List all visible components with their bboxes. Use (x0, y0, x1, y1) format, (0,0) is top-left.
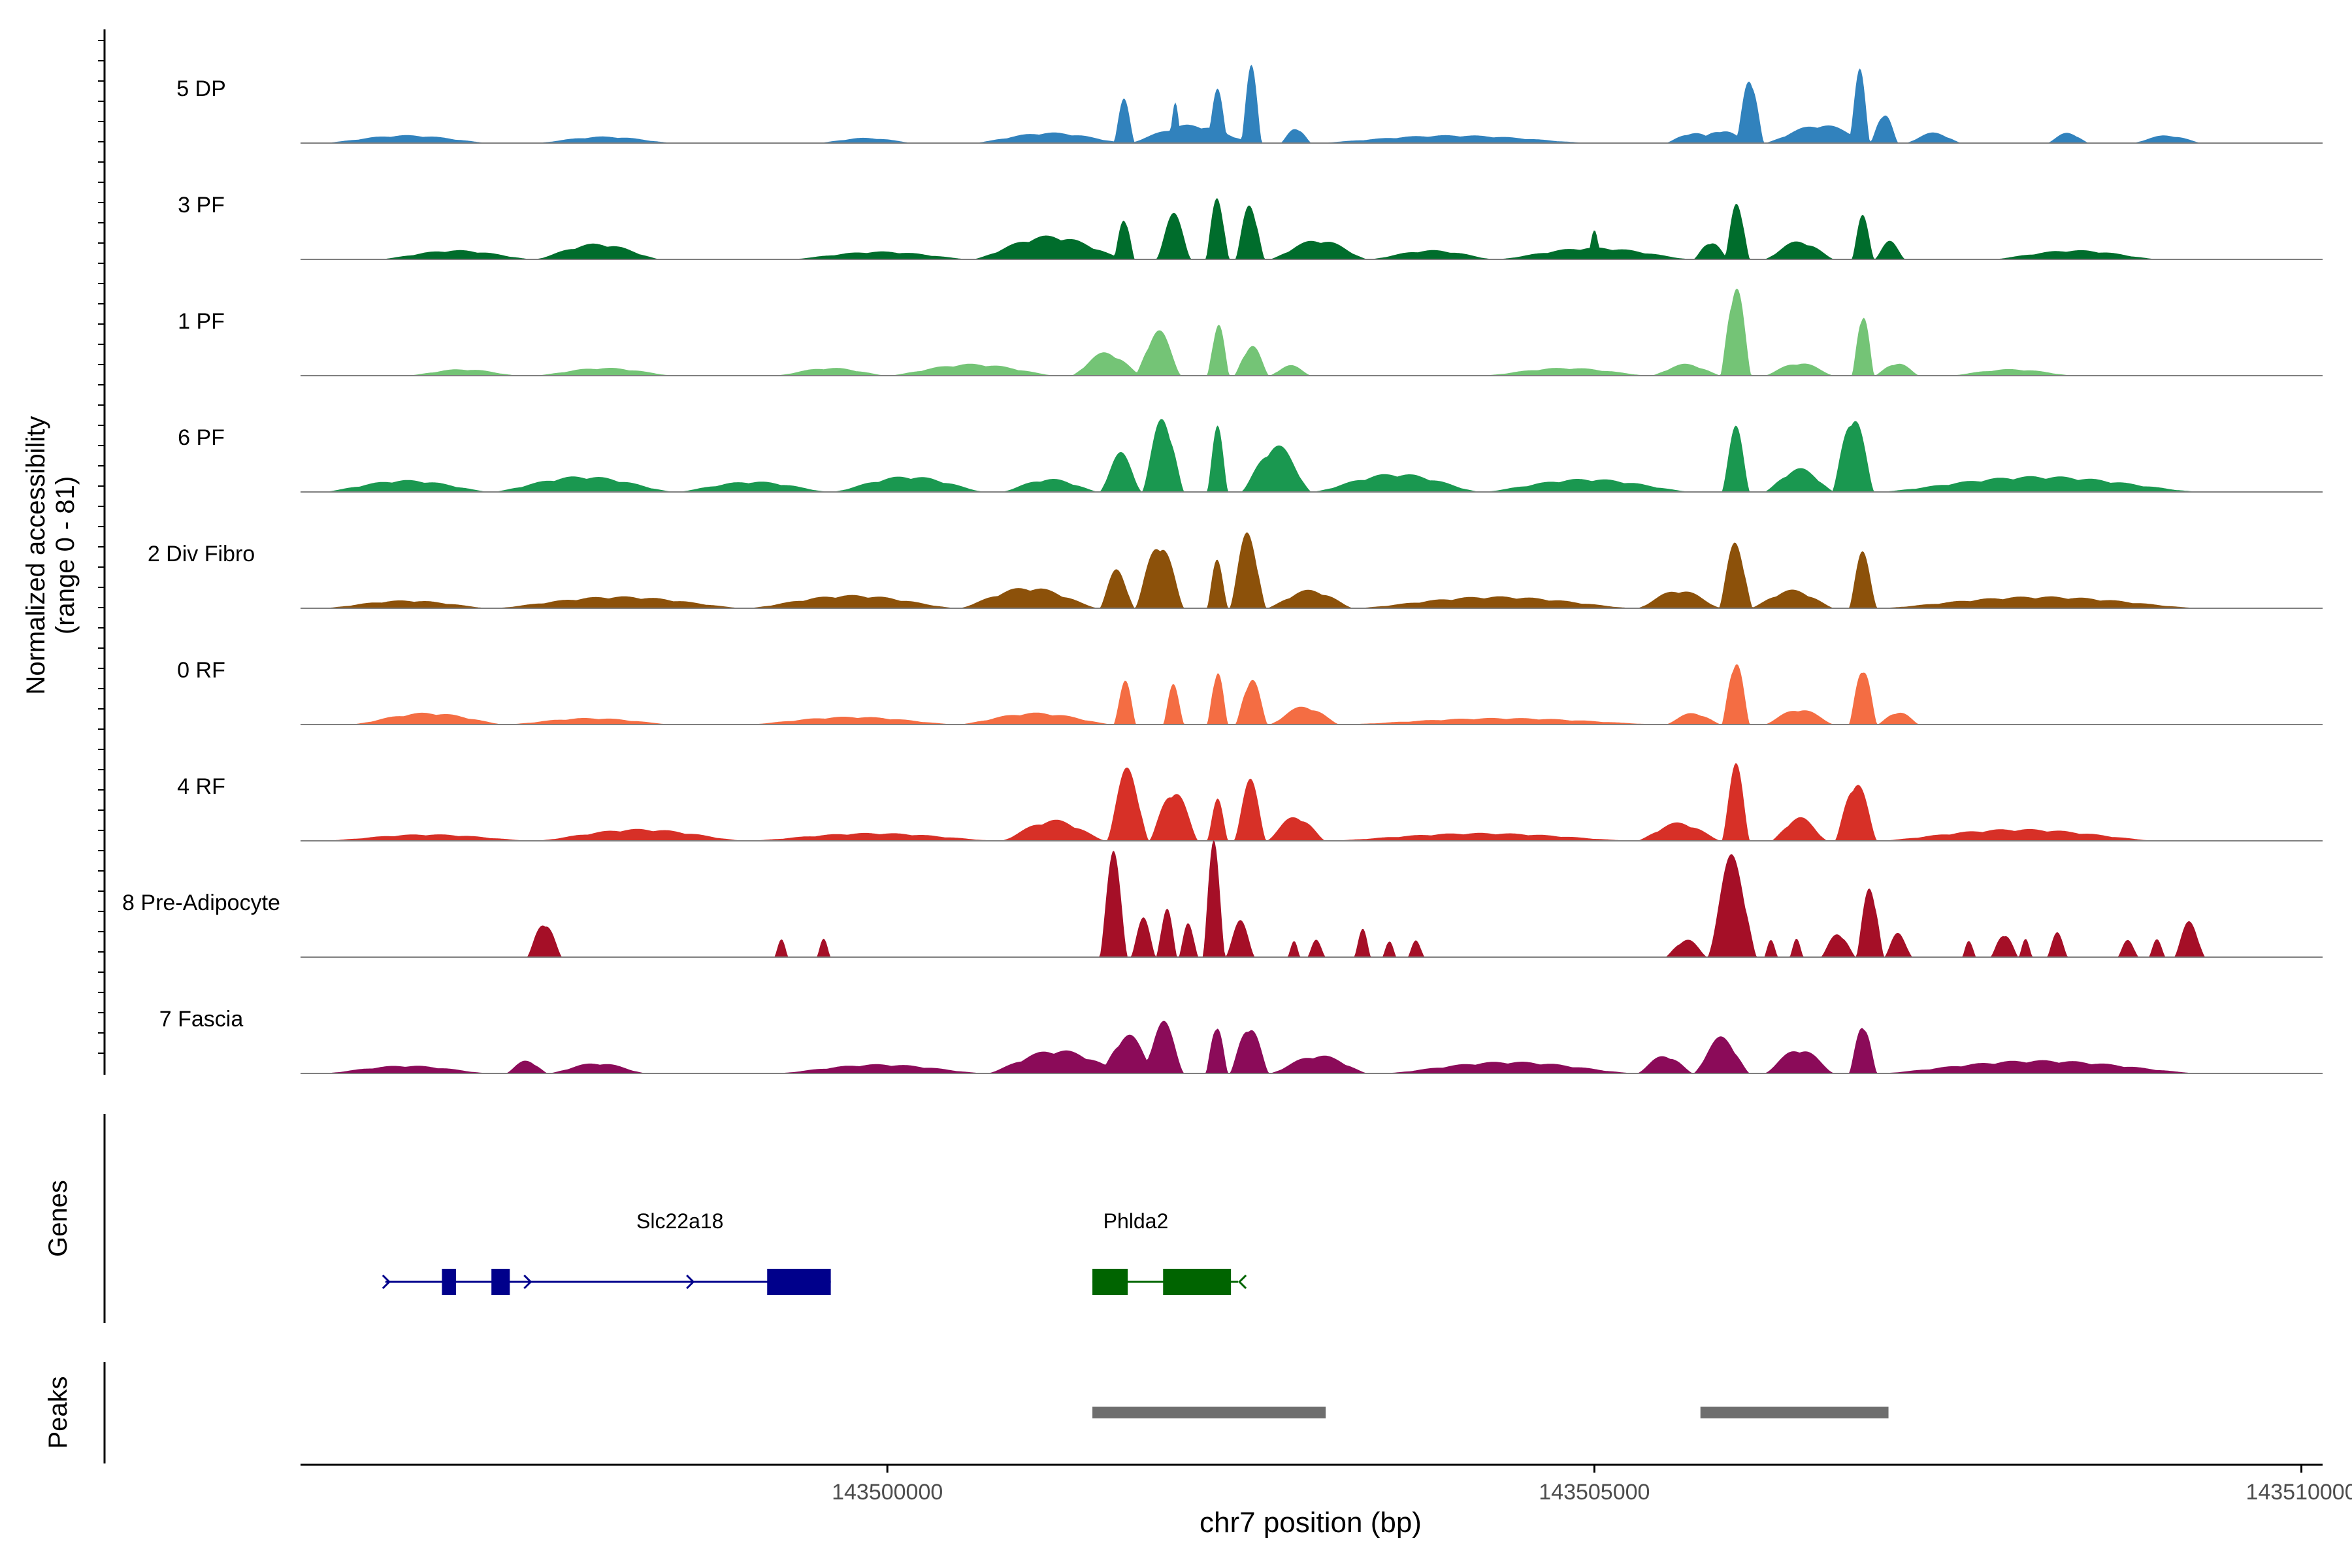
track-7-fascia: 7 Fascia (159, 1007, 2323, 1074)
track-1-pf: 1 PF (178, 288, 2323, 376)
coverage-area (321, 763, 2231, 841)
exon (442, 1269, 457, 1295)
coverage-y-ticks (98, 40, 105, 1054)
coverage-area (321, 840, 2231, 957)
track-8-pre-adipocyte: 8 Pre-Adipocyte (122, 840, 2323, 958)
track-label: 8 Pre-Adipocyte (122, 890, 280, 915)
strand-arrow (382, 1274, 391, 1290)
x-tick-label: 143510000 (2246, 1480, 2352, 1505)
gene-phlda2: Phlda2 (1092, 1209, 1247, 1295)
gene-name: Slc22a18 (636, 1209, 723, 1233)
coverage-area (321, 198, 2231, 259)
track-2-div-fibro: 2 Div Fibro (148, 532, 2323, 609)
track-label: 3 PF (178, 193, 225, 218)
peaks-panel-label: Peaks (44, 1376, 73, 1448)
x-tick-label: 143500000 (832, 1480, 943, 1505)
track-4-rf: 4 RF (177, 763, 2323, 841)
exon (767, 1269, 831, 1295)
track-label: 4 RF (177, 774, 225, 799)
y-axis-range-label: (range 0 - 81) (51, 476, 80, 634)
track-label: 2 Div Fibro (148, 542, 255, 566)
track-label: 1 PF (178, 309, 225, 334)
coverage-area (321, 664, 2231, 725)
track-label: 6 PF (178, 425, 225, 450)
x-tick-label: 143505000 (1539, 1480, 1650, 1505)
coverage-area (321, 419, 2231, 492)
coverage-area (321, 65, 2231, 143)
x-axis-ticks: 143500000 143505000 143510000 (832, 1465, 2352, 1505)
coverage-area (321, 1021, 2231, 1073)
track-3-pf: 3 PF (178, 193, 2323, 260)
gene-annotations: Slc22a18 Phlda2 (382, 1209, 1247, 1295)
peak-bar (1092, 1407, 1326, 1418)
genes-panel-label: Genes (44, 1180, 73, 1257)
exon (1163, 1269, 1232, 1295)
gene-name: Phlda2 (1103, 1209, 1169, 1233)
strand-arrow (686, 1274, 695, 1290)
track-label: 5 DP (176, 76, 226, 101)
track-0-rf: 0 RF (177, 658, 2323, 725)
x-axis-label: chr7 position (bp) (1200, 1507, 1422, 1539)
peak-bar (1700, 1407, 1889, 1418)
track-5-dp: 5 DP (176, 65, 2323, 144)
peak-regions (1092, 1407, 1889, 1418)
coverage-area (321, 288, 2231, 376)
exon (491, 1269, 510, 1295)
coverage-tracks: 5 DP 3 PF 1 PF 6 PF 2 Div Fibro 0 RF 4 RF 8 Pre… (122, 65, 2323, 1074)
exon (1092, 1269, 1128, 1295)
strand-arrow (1237, 1274, 1247, 1290)
coverage-area (321, 532, 2231, 608)
strand-arrow (523, 1274, 532, 1290)
y-axis-label: Normalized accessibility (22, 416, 50, 695)
track-label: 7 Fascia (159, 1007, 244, 1032)
coverage-y-title: Normalized accessibility (range 0 - 81) (22, 416, 80, 695)
gene-slc22a18: Slc22a18 (382, 1209, 831, 1295)
track-label: 0 RF (177, 658, 225, 683)
track-6-pf: 6 PF (178, 419, 2323, 493)
